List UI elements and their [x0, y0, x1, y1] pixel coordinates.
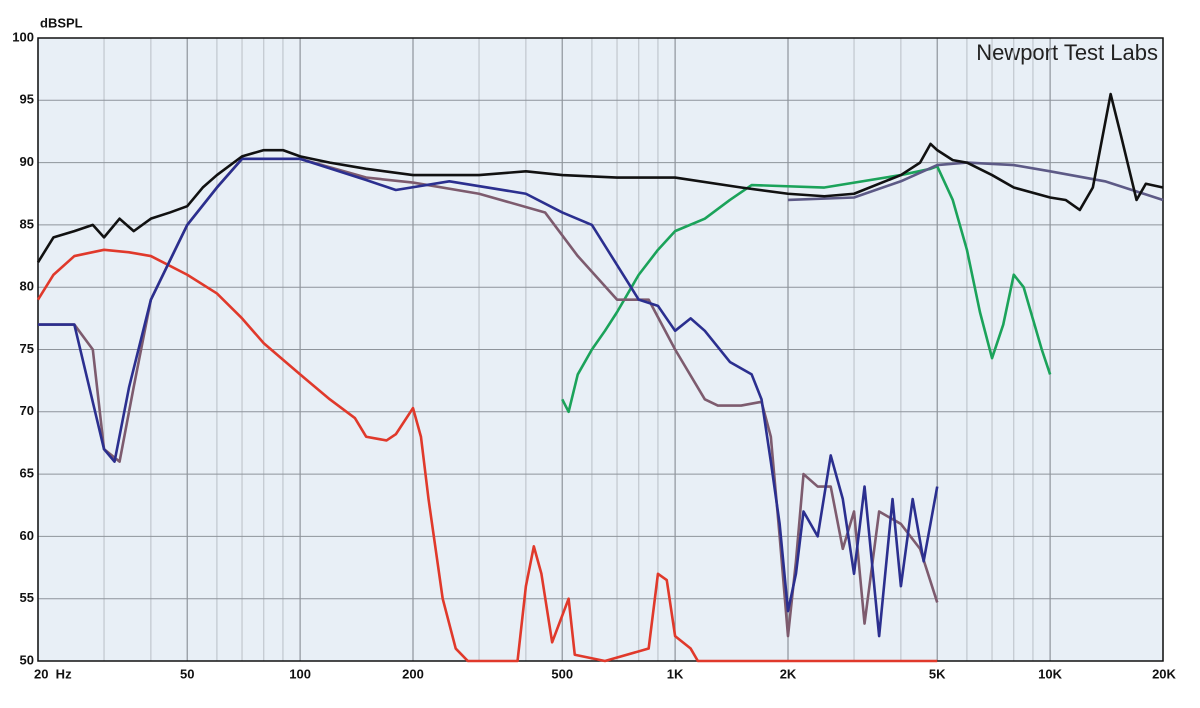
- x-tick-label: 50: [180, 666, 194, 681]
- y-tick-label: 100: [12, 29, 34, 44]
- series-line: [561, 165, 1052, 414]
- y-tick-label: 75: [20, 341, 34, 356]
- y-tick-label: 55: [20, 590, 34, 605]
- y-axis-label: dBSPL: [40, 15, 83, 30]
- x-tick-label: 500: [551, 666, 573, 681]
- x-tick-label: 100: [289, 666, 311, 681]
- y-tick-label: 60: [20, 528, 34, 543]
- series-line: [36, 92, 1164, 263]
- y-tick-label: 85: [20, 216, 34, 231]
- x-tick-label: 1K: [667, 666, 684, 681]
- y-tick-label: 95: [20, 92, 34, 107]
- y-tick-label: 70: [20, 403, 34, 418]
- y-tick-label: 80: [20, 279, 34, 294]
- x-tick-label: 2K: [780, 666, 797, 681]
- series-line: [36, 248, 938, 663]
- y-tick-label: 50: [20, 652, 34, 667]
- annotation: Newport Test Labs: [976, 40, 1158, 65]
- series-line: [38, 157, 939, 638]
- y-tick-label: 90: [20, 154, 34, 169]
- x-tick-label: 200: [402, 666, 424, 681]
- x-tick-label: 10K: [1038, 666, 1062, 681]
- x-tick-label: 20 Hz: [34, 666, 72, 681]
- x-tick-label: 20K: [1152, 666, 1176, 681]
- y-tick-label: 65: [20, 466, 34, 481]
- x-tick-label: 5K: [929, 666, 946, 681]
